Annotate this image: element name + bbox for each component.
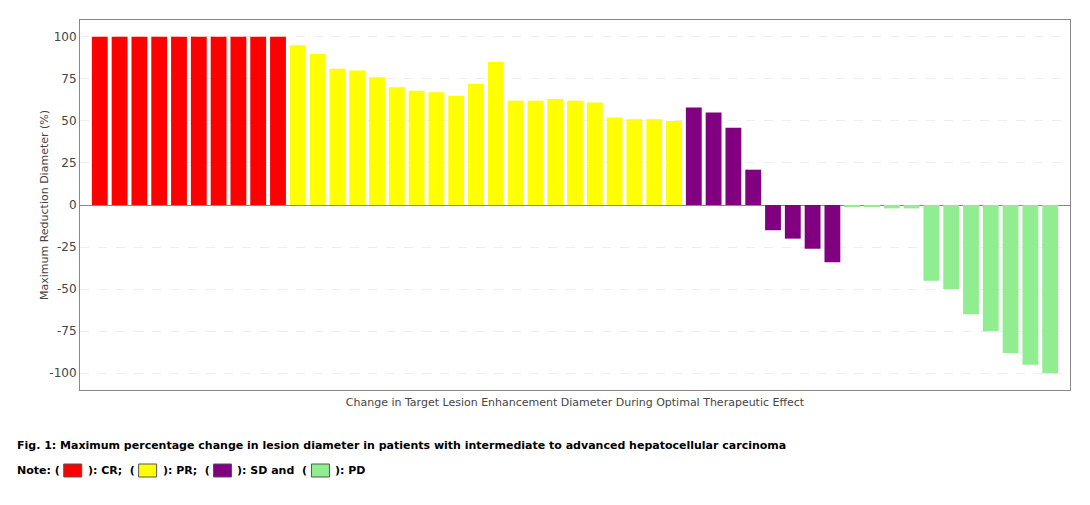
svg-text:-50: -50	[57, 282, 77, 296]
svg-text:Maximum Reduction Diameter (%): Maximum Reduction Diameter (%)	[38, 110, 51, 300]
svg-text:): SD and (: ): SD and (	[237, 464, 307, 477]
svg-text:Note: (: Note: (	[17, 464, 60, 477]
svg-text:-25: -25	[57, 240, 77, 254]
svg-text:50: 50	[61, 114, 76, 128]
svg-text:-75: -75	[57, 324, 77, 338]
svg-text:0: 0	[69, 198, 77, 212]
svg-text:Change in Target Lesion Enhanc: Change in Target Lesion Enhancement Diam…	[346, 396, 805, 409]
svg-text:): PR; (: ): PR; (	[163, 464, 210, 477]
svg-text:): CR; (: ): CR; (	[88, 464, 135, 477]
svg-text:25: 25	[61, 156, 76, 170]
svg-text:): PD: ): PD	[335, 464, 365, 477]
svg-text:100: 100	[54, 30, 77, 44]
svg-text:Fig. 1: Maximum percentage cha: Fig. 1: Maximum percentage change in les…	[17, 439, 786, 452]
svg-text:-100: -100	[49, 366, 76, 380]
svg-text:75: 75	[61, 72, 76, 86]
